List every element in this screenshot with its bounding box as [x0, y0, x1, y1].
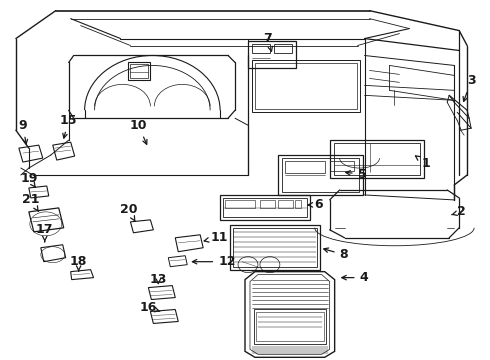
Bar — [128, 62, 150, 80]
Text: 13: 13 — [149, 273, 167, 286]
Bar — [330, 161, 354, 171]
Text: 10: 10 — [130, 119, 147, 144]
Text: 4: 4 — [342, 271, 368, 284]
Text: 9: 9 — [19, 119, 27, 144]
Bar — [225, 200, 255, 208]
Bar — [285, 161, 325, 173]
Bar — [295, 200, 301, 208]
Bar — [278, 155, 363, 195]
Bar — [274, 44, 292, 54]
Bar — [220, 195, 310, 220]
Text: 5: 5 — [346, 167, 367, 180]
Text: 3: 3 — [463, 74, 476, 102]
Bar — [278, 200, 293, 208]
Text: 2: 2 — [452, 205, 466, 219]
Bar — [255, 63, 357, 109]
Text: 20: 20 — [120, 203, 137, 221]
Bar — [256, 312, 324, 341]
Text: 19: 19 — [20, 171, 38, 188]
Bar — [330, 140, 424, 178]
Text: 17: 17 — [36, 223, 53, 242]
Bar — [260, 200, 275, 208]
Text: 16: 16 — [140, 301, 160, 314]
Bar — [223, 198, 307, 217]
Text: 12: 12 — [193, 255, 236, 268]
Bar — [130, 64, 148, 78]
Bar — [233, 228, 317, 267]
Bar — [252, 60, 360, 112]
Text: 21: 21 — [22, 193, 40, 212]
Bar — [252, 44, 270, 54]
Text: 11: 11 — [204, 231, 228, 244]
Text: 7: 7 — [264, 32, 272, 51]
Text: 15: 15 — [60, 114, 77, 138]
Bar — [230, 225, 319, 270]
Text: 6: 6 — [308, 198, 323, 211]
Bar — [282, 158, 359, 192]
Text: 1: 1 — [416, 156, 430, 170]
Bar — [248, 41, 296, 68]
Bar — [254, 310, 326, 345]
Text: 8: 8 — [324, 248, 348, 261]
Bar — [334, 143, 420, 175]
Text: 18: 18 — [70, 255, 87, 271]
